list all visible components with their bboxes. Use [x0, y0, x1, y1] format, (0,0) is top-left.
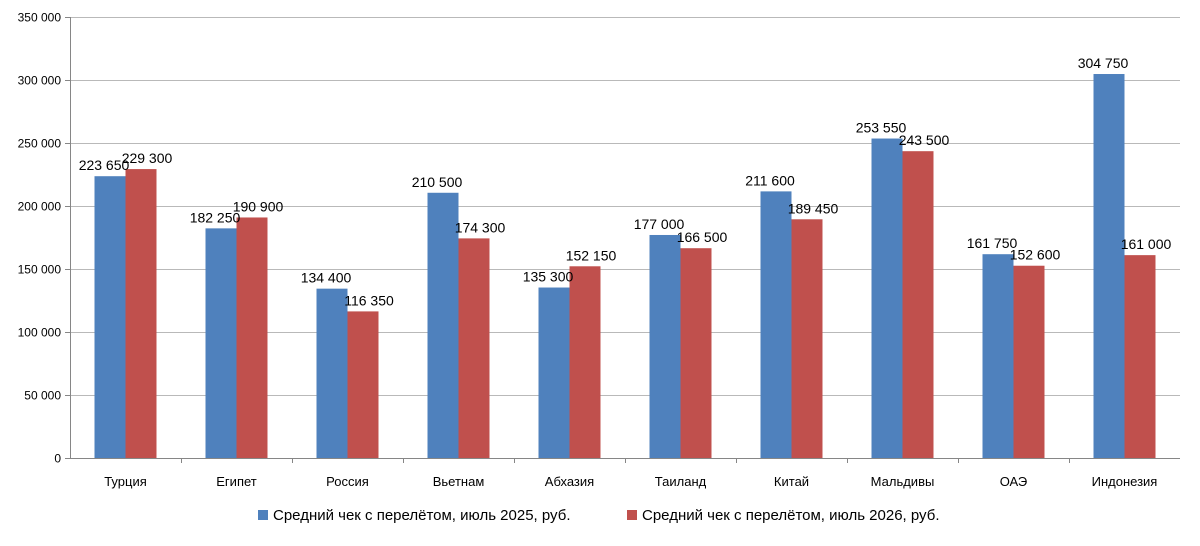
data-label: 152 600	[1010, 247, 1061, 263]
data-label: 161 000	[1121, 236, 1172, 252]
bar-2025	[982, 254, 1014, 458]
bar-2026	[902, 151, 934, 458]
axes	[70, 17, 1180, 459]
bar-2026	[1124, 255, 1156, 458]
y-tick-label: 150 000	[18, 263, 62, 277]
x-category-label: Россия	[326, 474, 369, 489]
legend: Средний чек с перелётом, июль 2025, руб.…	[258, 507, 939, 524]
data-label: 166 500	[677, 229, 728, 245]
bar-2025	[871, 138, 903, 459]
bar-2025	[427, 192, 459, 458]
bar-2025	[1093, 74, 1125, 458]
data-label: 189 450	[788, 200, 839, 216]
bars	[94, 74, 1156, 459]
y-tick-label: 350 000	[18, 11, 62, 25]
data-label: 190 900	[233, 198, 284, 214]
legend-label: Средний чек с перелётом, июль 2026, руб.	[642, 507, 939, 524]
data-label: 210 500	[412, 174, 463, 190]
data-label: 174 300	[455, 219, 506, 235]
bar-2026	[458, 238, 490, 458]
y-tick-label: 100 000	[18, 326, 62, 340]
legend-label: Средний чек с перелётом, июль 2025, руб.	[273, 507, 570, 524]
y-tick-label: 200 000	[18, 200, 62, 214]
bar-2025	[760, 191, 792, 458]
x-category-label: Таиланд	[655, 474, 707, 489]
bar-2026	[569, 266, 601, 458]
x-category-label: Индонезия	[1092, 474, 1158, 489]
data-label: 134 400	[301, 270, 352, 286]
bar-2026	[236, 217, 268, 458]
data-label: 243 500	[899, 132, 950, 148]
data-label: 229 300	[122, 150, 173, 166]
data-label: 253 550	[856, 120, 907, 136]
data-label: 304 750	[1078, 55, 1129, 71]
bar-2026	[791, 219, 823, 458]
y-tick-label: 0	[54, 452, 61, 466]
data-label: 116 350	[344, 292, 394, 308]
x-category-label: Мальдивы	[871, 474, 935, 489]
bar-2026	[347, 311, 379, 458]
data-label: 161 750	[967, 235, 1018, 251]
bar-2025	[538, 287, 570, 458]
y-tick-label: 50 000	[24, 389, 61, 403]
data-label: 135 300	[523, 269, 574, 285]
y-tick-label: 300 000	[18, 74, 62, 88]
data-label: 152 150	[566, 247, 617, 263]
x-category-label: Вьетнам	[433, 474, 485, 489]
bar-2026	[680, 248, 712, 458]
y-axis-ticks: 0 50 000 100 000 150 000 200 000 250 000 300 0…	[18, 11, 70, 466]
x-category-label: Абхазия	[545, 474, 594, 489]
bar-2025	[316, 288, 348, 458]
legend-swatch	[258, 510, 268, 520]
data-label: 223 650	[79, 157, 130, 173]
data-label: 182 250	[190, 209, 241, 225]
x-axis-categories: Турция Египет Россия Вьетнам Абхазия Таиланд К…	[104, 458, 1157, 489]
data-label: 211 600	[745, 172, 795, 188]
bar-2026	[1013, 265, 1045, 458]
legend-swatch	[627, 510, 637, 520]
x-category-label: Египет	[216, 474, 257, 489]
x-category-label: ОАЭ	[1000, 474, 1028, 489]
data-label: 177 000	[634, 216, 685, 232]
bar-2025	[94, 176, 126, 459]
bar-2025	[649, 234, 681, 458]
bar-2026	[125, 169, 157, 458]
bar-2025	[205, 228, 237, 458]
y-tick-label: 250 000	[18, 137, 62, 151]
x-category-label: Турция	[104, 474, 147, 489]
x-category-label: Китай	[774, 474, 809, 489]
